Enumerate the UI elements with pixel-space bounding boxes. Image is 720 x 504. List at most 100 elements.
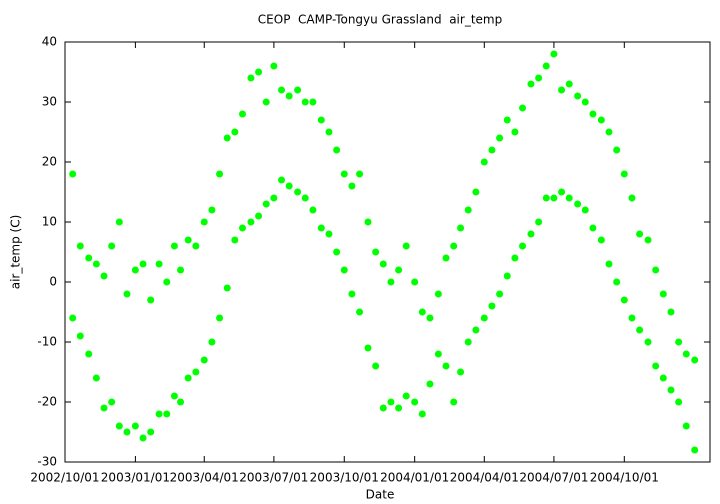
y-tick-label: -30	[37, 455, 57, 469]
data-point	[395, 266, 403, 274]
y-tick-label: 0	[49, 275, 57, 289]
data-point	[270, 194, 278, 202]
data-point	[442, 254, 450, 262]
data-point	[589, 224, 597, 232]
data-point	[472, 188, 480, 196]
plot-frame	[64, 41, 711, 463]
y-tick-label: 30	[42, 95, 57, 109]
data-point	[682, 422, 690, 430]
y-tick-label: -20	[37, 395, 57, 409]
data-point	[496, 290, 504, 298]
data-point	[333, 248, 341, 256]
data-point	[223, 284, 231, 292]
data-point	[620, 296, 628, 304]
data-point	[659, 374, 667, 382]
data-point	[147, 428, 155, 436]
data-point	[262, 98, 270, 106]
data-point	[364, 344, 372, 352]
data-point	[76, 332, 84, 340]
x-tick-label: 2004/04/01	[450, 471, 519, 485]
data-point	[278, 176, 286, 184]
data-point	[372, 362, 380, 370]
data-point	[301, 194, 309, 202]
x-tick-label: 2002/10/01	[30, 471, 99, 485]
data-point	[301, 98, 309, 106]
data-point	[208, 206, 216, 214]
data-point	[682, 350, 690, 358]
data-point	[511, 128, 519, 136]
x-tick-label: 2004/10/01	[590, 471, 659, 485]
x-tick-label: 2003/07/01	[239, 471, 308, 485]
data-point	[364, 218, 372, 226]
data-point	[131, 422, 139, 430]
data-point	[309, 206, 317, 214]
data-point	[231, 236, 239, 244]
data-point	[200, 356, 208, 364]
data-point	[434, 290, 442, 298]
data-point	[411, 398, 419, 406]
data-point	[597, 116, 605, 124]
data-point	[92, 260, 100, 268]
data-point	[239, 110, 247, 118]
x-tick-label: 2004/07/01	[519, 471, 588, 485]
data-point	[294, 188, 302, 196]
data-point	[231, 128, 239, 136]
data-point	[192, 242, 200, 250]
data-point	[426, 380, 434, 388]
data-point	[317, 116, 325, 124]
data-point	[402, 392, 410, 400]
data-point	[262, 200, 270, 208]
data-point	[652, 266, 660, 274]
y-tick-label: 10	[42, 215, 57, 229]
data-point	[542, 194, 550, 202]
data-point	[163, 410, 171, 418]
data-point	[667, 386, 675, 394]
data-point	[309, 98, 317, 106]
data-point	[511, 254, 519, 262]
data-point	[667, 308, 675, 316]
data-point	[426, 314, 434, 322]
data-point	[581, 98, 589, 106]
data-point	[170, 392, 178, 400]
data-point	[519, 242, 527, 250]
data-point	[270, 62, 278, 70]
y-tick-label: 20	[42, 155, 57, 169]
data-point	[348, 290, 356, 298]
data-point	[379, 260, 387, 268]
data-point	[92, 374, 100, 382]
data-point	[372, 248, 380, 256]
data-point	[613, 278, 621, 286]
data-point	[480, 314, 488, 322]
data-point	[348, 182, 356, 190]
data-point	[223, 134, 231, 142]
data-point	[177, 266, 185, 274]
data-point	[216, 314, 224, 322]
data-point	[636, 230, 644, 238]
data-point	[208, 338, 216, 346]
data-point	[69, 314, 77, 322]
data-point	[691, 446, 699, 454]
x-tick-label: 2004/01/01	[380, 471, 449, 485]
data-point	[418, 410, 426, 418]
data-point	[395, 404, 403, 412]
data-point	[131, 266, 139, 274]
data-point	[177, 398, 185, 406]
y-tick-label: -10	[37, 335, 57, 349]
data-point	[659, 290, 667, 298]
data-point	[550, 194, 558, 202]
data-point	[325, 230, 333, 238]
data-point	[450, 242, 458, 250]
data-point	[317, 224, 325, 232]
data-point	[597, 236, 605, 244]
data-point	[184, 236, 192, 244]
data-point	[411, 278, 419, 286]
data-point	[565, 80, 573, 88]
data-point	[123, 290, 131, 298]
data-point	[613, 146, 621, 154]
data-point	[285, 92, 293, 100]
data-point	[379, 404, 387, 412]
data-point	[535, 74, 543, 82]
data-point	[340, 170, 348, 178]
data-point	[418, 308, 426, 316]
data-point	[542, 62, 550, 70]
